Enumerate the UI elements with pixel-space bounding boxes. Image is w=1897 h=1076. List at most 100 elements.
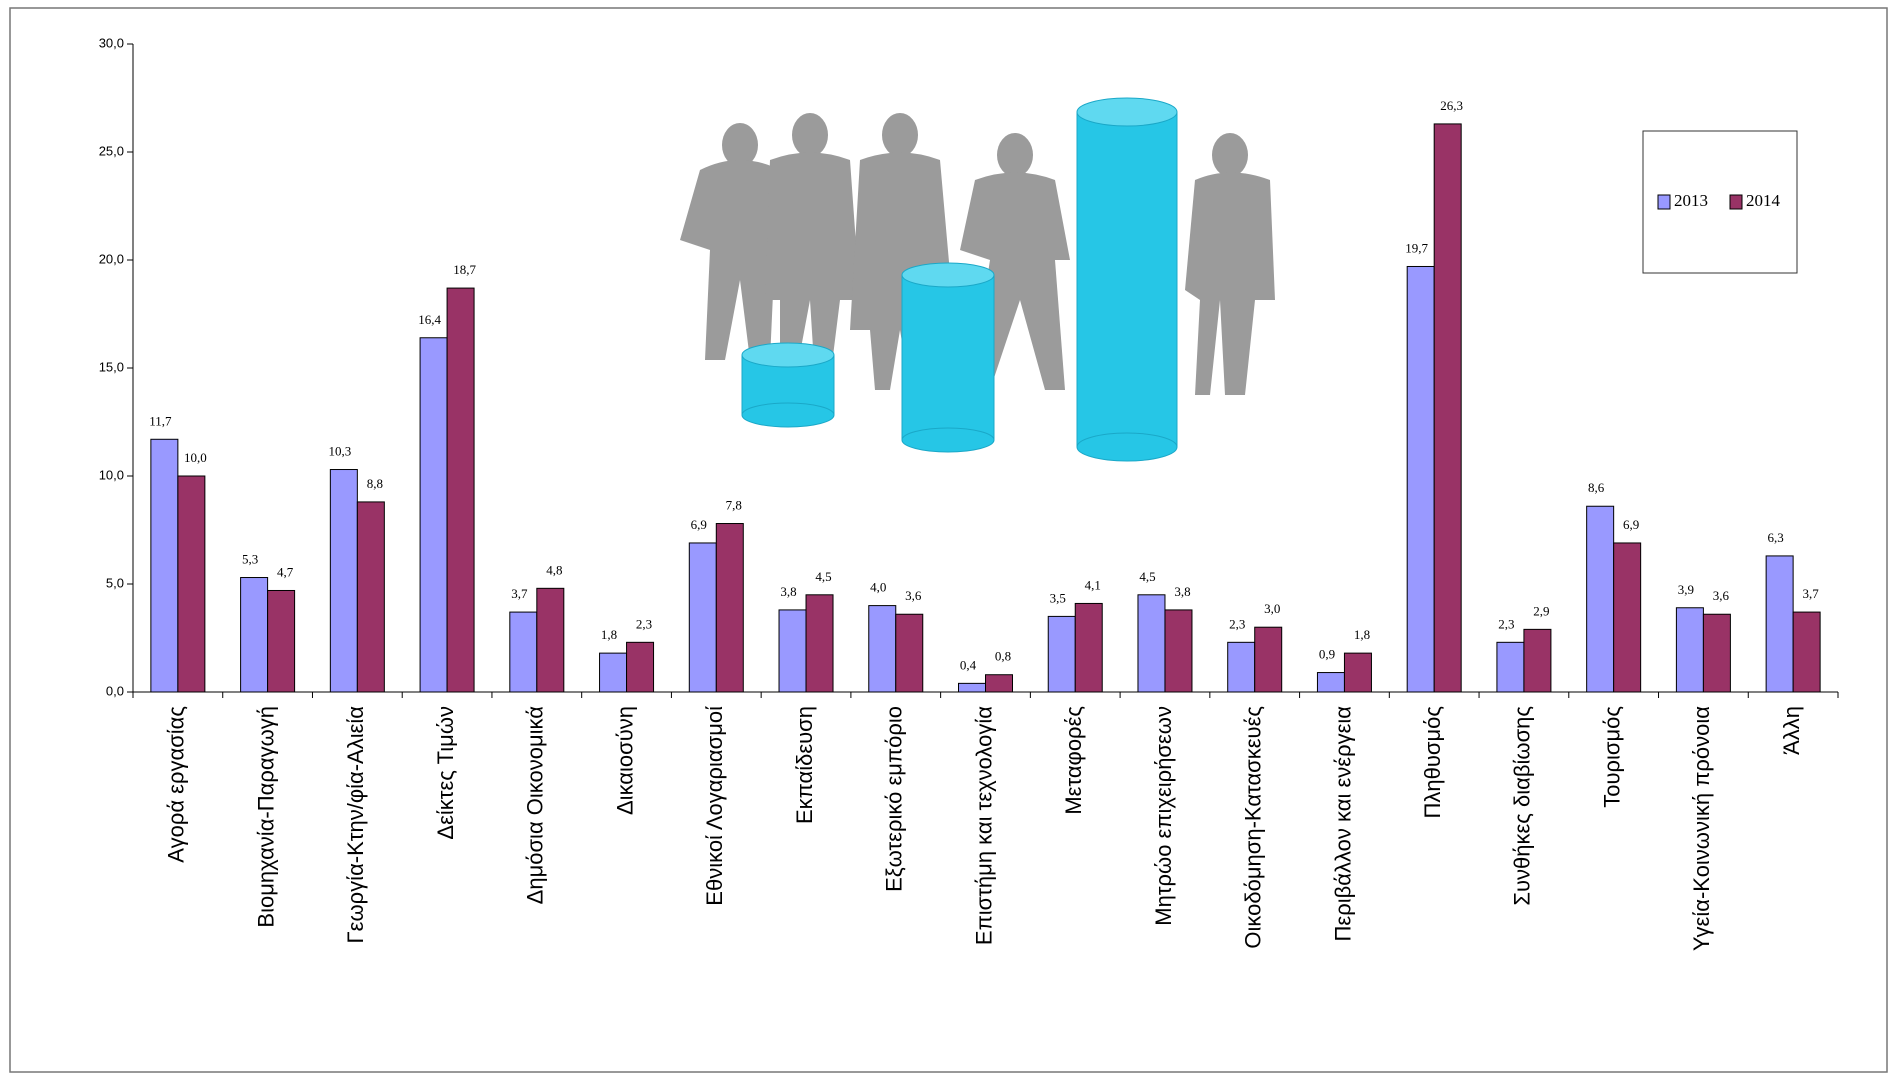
bar [958, 682, 986, 693]
x-tick-label: Συνθήκες διαβίωσης [1510, 706, 1535, 906]
value-label: 10,3 [328, 444, 351, 459]
bar [329, 469, 358, 693]
y-tick-label: 25,0 [99, 143, 124, 158]
bar [626, 641, 655, 693]
bar [1137, 594, 1166, 693]
value-label: 6,9 [691, 517, 707, 532]
value-label: 3,0 [1264, 601, 1280, 616]
value-label: 6,3 [1768, 530, 1784, 545]
bar [1406, 265, 1435, 693]
bar [1047, 615, 1076, 693]
legend-swatch [1657, 194, 1671, 210]
bar [1792, 611, 1821, 693]
value-label: 16,4 [418, 312, 441, 327]
decoration-cylinders [741, 97, 1178, 462]
bar [267, 589, 296, 693]
bar [1316, 672, 1345, 693]
y-tick-label: 15,0 [99, 359, 124, 374]
x-tick-label: Γεωργία-Κτην/φία-Αλιεία [343, 706, 368, 944]
value-label: 2,3 [636, 616, 652, 631]
value-label: 4,0 [870, 580, 886, 595]
value-label: 1,8 [601, 627, 617, 642]
x-tick-label: Πληθυσμός [1420, 706, 1445, 818]
value-label: 4,1 [1085, 577, 1101, 592]
bar [688, 542, 717, 693]
bar [536, 587, 565, 693]
x-tick-label: Άλλη [1779, 706, 1804, 755]
y-tick-label: 5,0 [106, 575, 124, 590]
bar [868, 605, 897, 693]
value-label: 2,3 [1498, 616, 1514, 631]
y-tick-label: 10,0 [99, 467, 124, 482]
bar [1227, 641, 1256, 693]
value-label: 18,7 [453, 262, 476, 277]
bar [1343, 652, 1372, 693]
chart-frame [9, 7, 1888, 1073]
bar [1254, 626, 1283, 693]
x-tick-label: Εθνικοί Λογαριασμοί [702, 706, 727, 906]
value-label: 8,8 [367, 476, 383, 491]
decoration [680, 113, 1275, 395]
x-tick-label: Μεταφορές [1061, 706, 1086, 815]
value-label: 3,5 [1050, 590, 1066, 605]
x-tick-label: Οικοδόμηση-Κατασκευές [1241, 706, 1266, 949]
bar [177, 475, 206, 693]
legend-label: 2013 [1674, 191, 1708, 210]
value-label: 3,9 [1678, 582, 1694, 597]
x-tick-label: Υγεία-Κοινωνική πρόνοια [1689, 706, 1714, 951]
bar [240, 577, 269, 693]
x-tick-label: Μητρώο επιχειρήσεων [1151, 706, 1176, 926]
bar [419, 337, 448, 693]
bar [150, 438, 179, 693]
bar [1613, 542, 1642, 693]
value-label: 6,9 [1623, 517, 1639, 532]
bar [895, 613, 924, 693]
value-label: 4,7 [277, 564, 294, 579]
x-tick-label: Περιβάλλον και ενέργεια [1330, 706, 1355, 942]
value-label: 3,6 [1713, 588, 1730, 603]
legend-label: 2014 [1746, 191, 1781, 210]
bar [715, 523, 744, 693]
value-label: 3,8 [1174, 584, 1190, 599]
value-label: 7,8 [726, 498, 742, 513]
bar [1433, 123, 1462, 693]
bar [1702, 613, 1731, 693]
bar [1765, 555, 1794, 693]
x-tick-label: Δημόσια Οικονομικά [523, 706, 548, 905]
x-tick-label: Αγορά εργασίας [164, 706, 189, 863]
value-label: 2,3 [1229, 616, 1245, 631]
value-label: 4,8 [546, 562, 562, 577]
bar [599, 652, 628, 693]
value-label: 19,7 [1405, 240, 1428, 255]
value-label: 3,7 [1803, 586, 1820, 601]
value-label: 1,8 [1354, 627, 1370, 642]
value-label: 0,9 [1319, 647, 1335, 662]
bar [778, 609, 807, 693]
bar [1586, 505, 1615, 693]
bar [1675, 607, 1704, 693]
x-tick-label: Δικαιοσύνη [612, 706, 637, 815]
bar [805, 594, 834, 693]
value-label: 11,7 [149, 413, 172, 428]
value-label: 4,5 [815, 569, 831, 584]
value-label: 4,5 [1139, 569, 1155, 584]
value-label: 3,8 [780, 584, 796, 599]
bar [985, 674, 1013, 693]
value-label: 26,3 [1440, 98, 1463, 113]
x-tick-label: Τουρισμός [1599, 706, 1624, 808]
value-label: 10,0 [184, 450, 207, 465]
bar [509, 611, 538, 693]
bar [1074, 602, 1103, 693]
x-tick-label: Εκπαίδευση [792, 706, 817, 824]
x-tick-label: Επιστήμη και τεχνολογία [971, 706, 996, 945]
bar [1164, 609, 1193, 693]
bar [1523, 628, 1552, 693]
value-label: 3,7 [511, 586, 528, 601]
value-label: 8,6 [1588, 480, 1605, 495]
legend-swatch [1729, 194, 1743, 210]
value-label: 2,9 [1533, 603, 1549, 618]
x-tick-label: Δείκτες Τιμών [433, 706, 458, 840]
bar [356, 501, 385, 693]
value-label: 5,3 [242, 552, 258, 567]
